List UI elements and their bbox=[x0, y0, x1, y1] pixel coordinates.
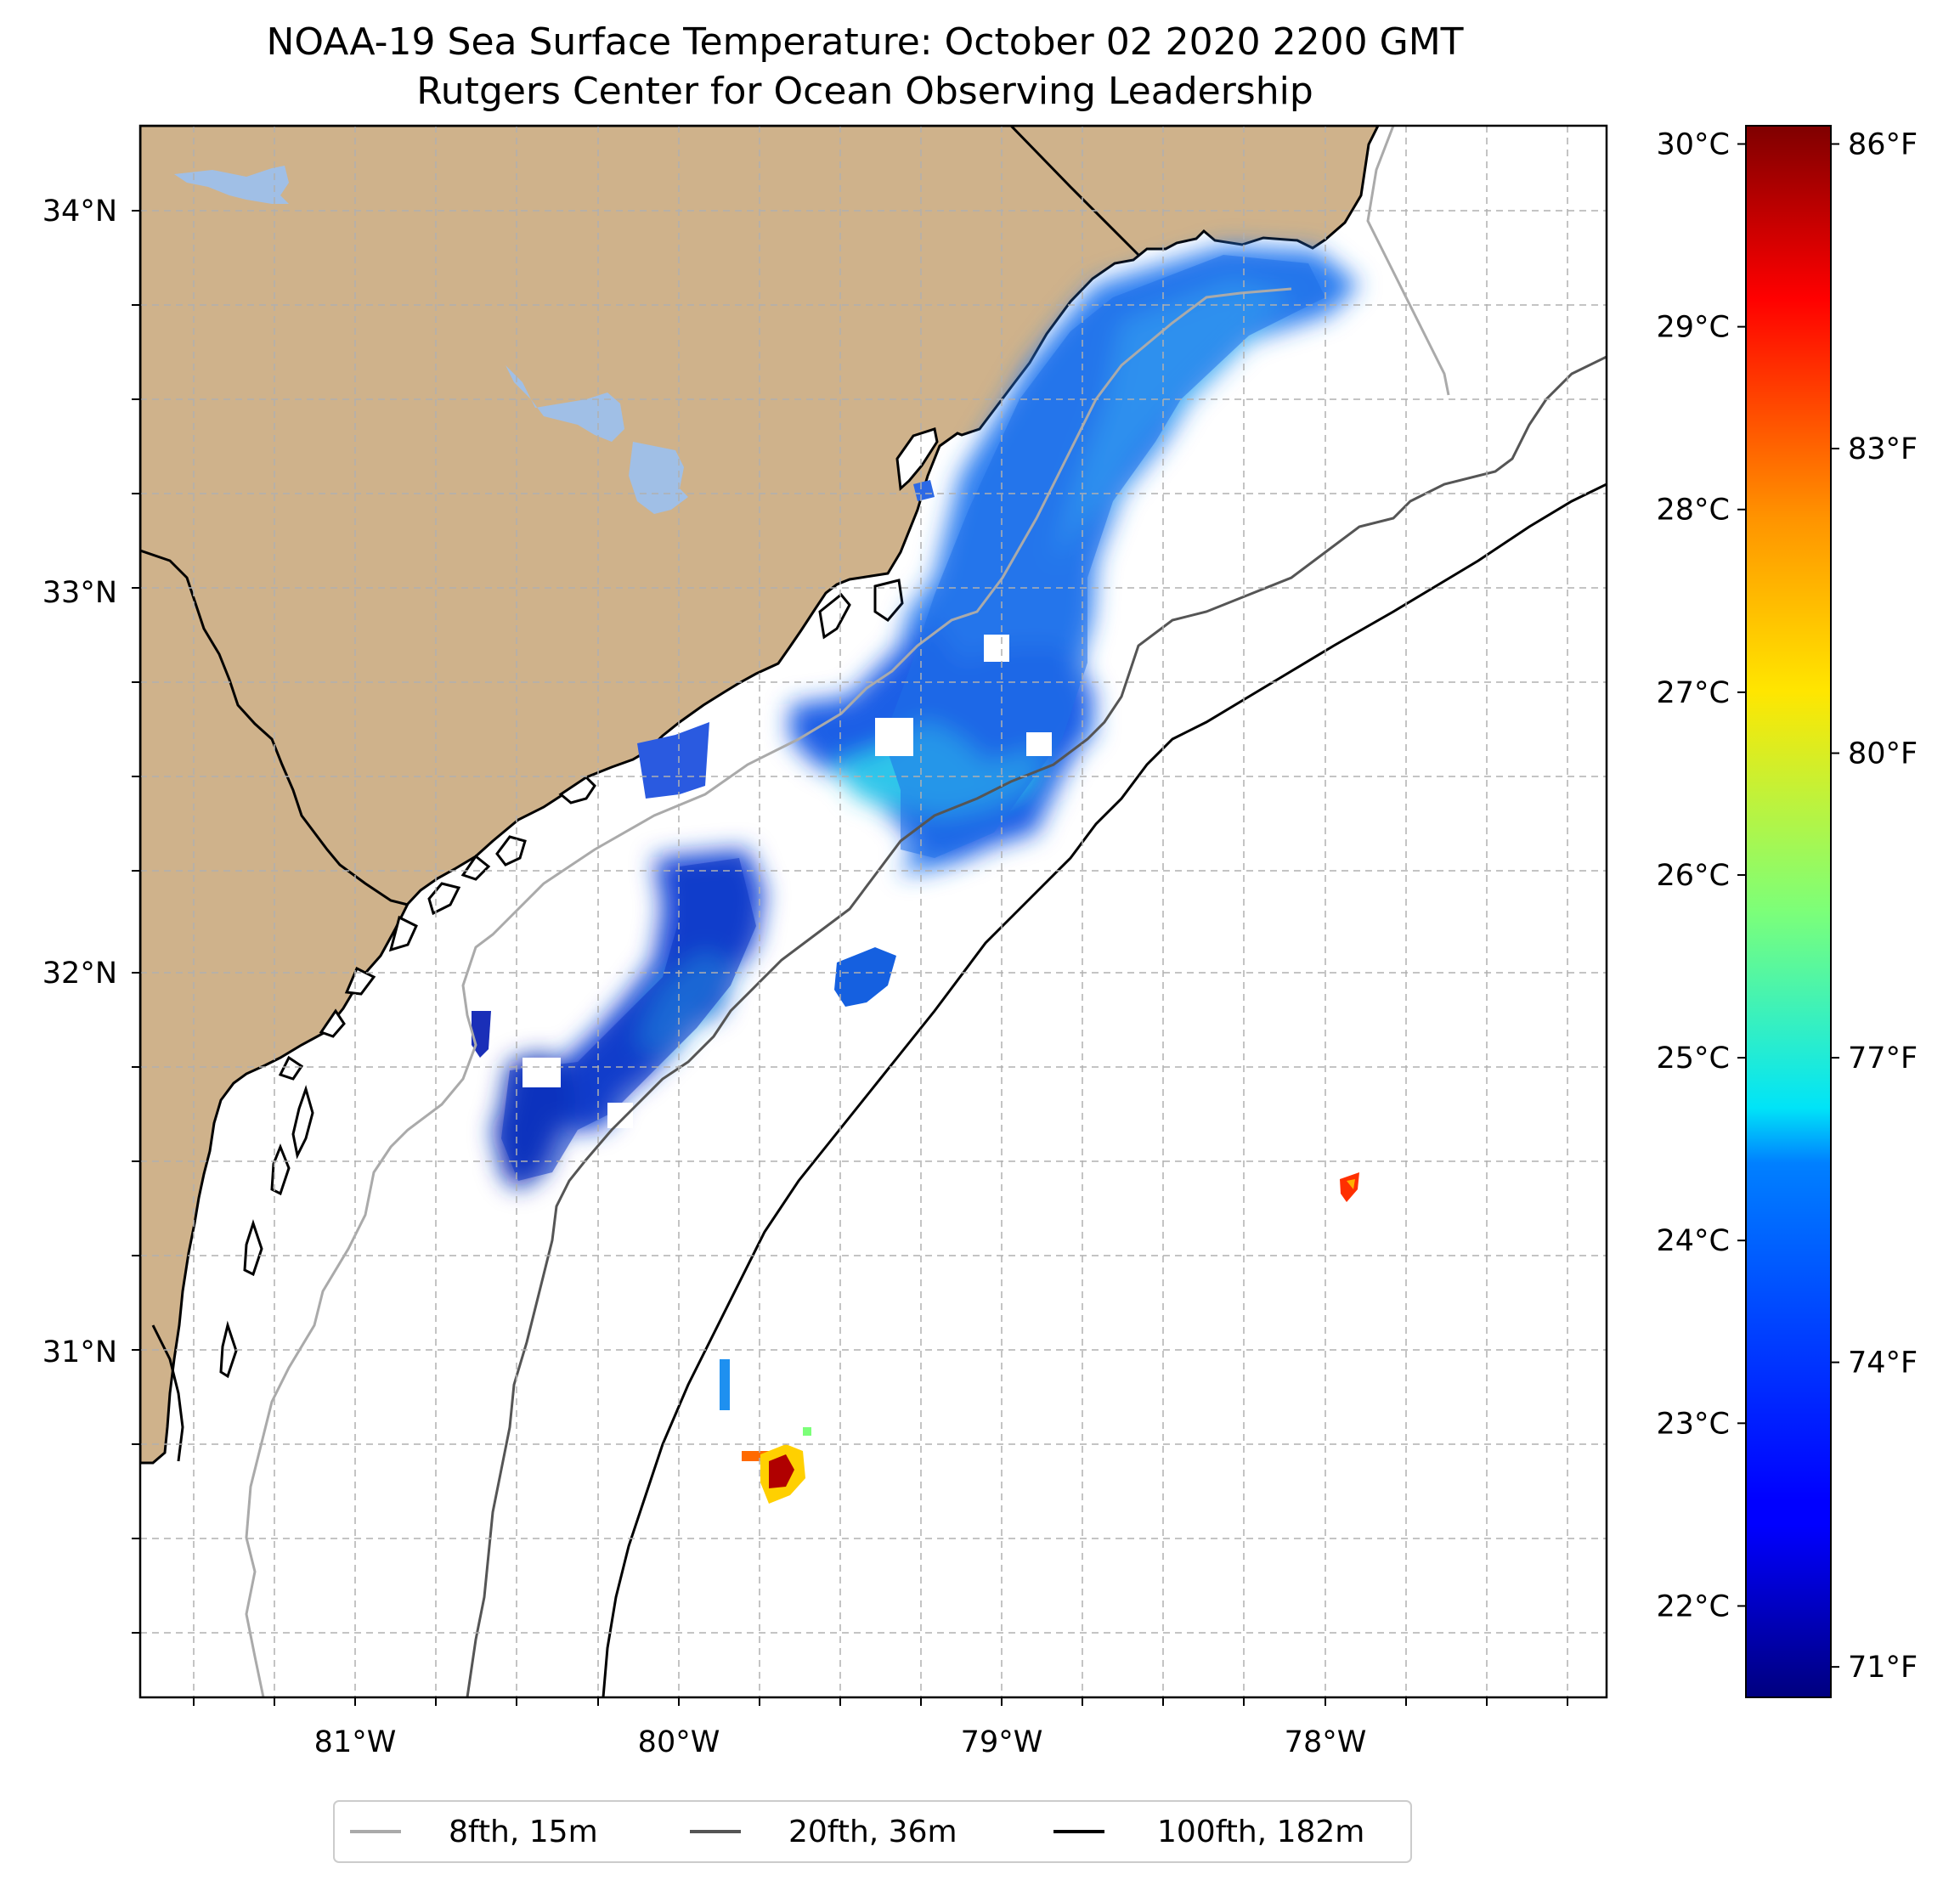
legend-label-100fth: 100fth, 182m bbox=[1157, 1815, 1364, 1849]
sst-patch-east-blob bbox=[834, 947, 896, 1007]
lakes bbox=[174, 166, 688, 514]
land-mass bbox=[140, 126, 1380, 1465]
warm-spot-south bbox=[720, 1359, 811, 1504]
colorbar-celsius-label: 26°C bbox=[1657, 859, 1730, 893]
sst-gap-4 bbox=[522, 1058, 561, 1087]
colorbar-fahrenheit-label: 71°F bbox=[1848, 1651, 1918, 1685]
sst-patch-nw-bits bbox=[637, 722, 709, 799]
sst-gap-2 bbox=[875, 718, 913, 756]
colorbar-fahrenheit-ticks: 86°F 83°F 80°F 77°F 74°F 71°F bbox=[1831, 128, 1918, 1685]
map-frame bbox=[138, 124, 1608, 1699]
lat-label-33: 33°N bbox=[42, 576, 117, 610]
colorbar-fahrenheit-label: 86°F bbox=[1848, 128, 1918, 162]
sst-solid-north bbox=[884, 255, 1325, 858]
lon-label-81: 81°W bbox=[314, 1725, 397, 1759]
colorbar-celsius-label: 30°C bbox=[1657, 128, 1730, 162]
colorbar-gradient bbox=[1745, 125, 1832, 1698]
warm-spot-east bbox=[1340, 1172, 1359, 1202]
sst-solid-south bbox=[501, 858, 756, 1181]
colorbar-celsius-label: 27°C bbox=[1657, 676, 1730, 710]
coastal-inlets bbox=[219, 427, 939, 1379]
sst-patch-coast-bits bbox=[913, 480, 935, 501]
colorbar-fahrenheit-label: 74°F bbox=[1848, 1346, 1918, 1380]
sst-gap-6 bbox=[675, 1111, 701, 1137]
lon-label-79: 79°W bbox=[961, 1725, 1043, 1759]
sst-gap-3 bbox=[1026, 732, 1052, 756]
lon-label-80: 80°W bbox=[638, 1725, 720, 1759]
title-line-2: Rutgers Center for Ocean Observing Leade… bbox=[416, 70, 1313, 113]
colorbar: 30°C 29°C 28°C 27°C 26°C 25°C 24°C 23°C 22°C 86°… bbox=[1657, 125, 1918, 1698]
colorbar-celsius-label: 25°C bbox=[1657, 1042, 1730, 1075]
lake-moultrie bbox=[629, 442, 688, 514]
lake-north bbox=[174, 166, 289, 204]
lat-label-32: 32°N bbox=[42, 957, 117, 991]
lake-marion bbox=[506, 365, 624, 442]
isobath-20fth bbox=[466, 355, 1607, 1697]
gridlines bbox=[140, 126, 1607, 1697]
colorbar-fahrenheit-label: 80°F bbox=[1848, 737, 1918, 771]
lat-label-34: 34°N bbox=[42, 195, 117, 229]
colorbar-celsius-label: 29°C bbox=[1657, 311, 1730, 345]
legend-label-20fth: 20fth, 36m bbox=[788, 1815, 957, 1849]
sst-gap-1 bbox=[984, 635, 1009, 662]
colorbar-celsius-label: 22°C bbox=[1657, 1589, 1730, 1623]
legend-box bbox=[333, 1800, 1412, 1863]
lon-label-78: 78°W bbox=[1285, 1725, 1367, 1759]
colorbar-celsius-label: 28°C bbox=[1657, 494, 1730, 528]
isobath-100fth bbox=[602, 483, 1607, 1697]
lat-label-31: 31°N bbox=[42, 1335, 117, 1369]
colorbar-celsius-ticks: 30°C 29°C 28°C 27°C 26°C 25°C 24°C 23°C 22°C bbox=[1657, 128, 1746, 1623]
longitude-labels: 81°W 80°W 79°W 78°W bbox=[314, 1725, 1367, 1759]
colorbar-celsius-label: 23°C bbox=[1657, 1407, 1730, 1441]
interior-rivers bbox=[140, 126, 1140, 1462]
isobath-8fth bbox=[245, 126, 1450, 1697]
colorbar-fahrenheit-label: 77°F bbox=[1848, 1042, 1918, 1075]
colorbar-fahrenheit-label: 83°F bbox=[1848, 432, 1918, 466]
legend: 8fth, 15m 20fth, 36m 100fth, 182m bbox=[333, 1800, 1412, 1863]
legend-label-8fth: 8fth, 15m bbox=[449, 1815, 598, 1849]
map-panel bbox=[140, 126, 1607, 1697]
sst-gap-5 bbox=[607, 1103, 633, 1128]
colorbar-celsius-label: 24°C bbox=[1657, 1224, 1730, 1258]
title-line-1: NOAA-19 Sea Surface Temperature: October… bbox=[266, 20, 1463, 64]
latitude-labels: 34°N 33°N 32°N 31°N bbox=[42, 195, 117, 1369]
axis-ticks bbox=[132, 210, 1568, 1706]
